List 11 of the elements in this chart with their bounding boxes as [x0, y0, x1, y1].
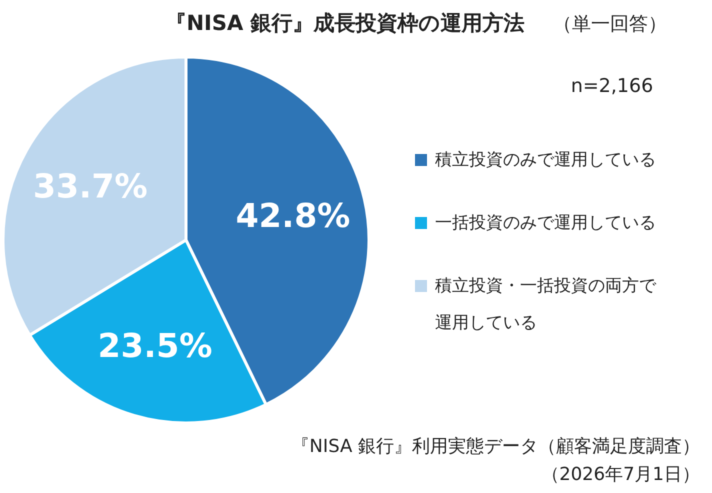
data-label: 42.8% [236, 196, 350, 235]
chart-title: 『NISA 銀行』成長投資枠の運用方法 [165, 11, 525, 35]
data-label: 33.7% [33, 166, 148, 206]
legend-label: 積立投資のみで運用している [435, 150, 656, 170]
text: n=2,166 [570, 75, 654, 97]
text: 『NISA 銀行』利用実態データ（顧客満足度調査） [291, 436, 700, 457]
text: （2026年7月1日） [541, 464, 700, 485]
legend-label: 積立投資・一括投資の両方で運用している [435, 276, 657, 333]
data-label: 23.5% [98, 326, 212, 365]
chart-subtitle: （単一回答） [553, 13, 667, 35]
legend-label: 一括投資のみで運用している [435, 213, 656, 233]
